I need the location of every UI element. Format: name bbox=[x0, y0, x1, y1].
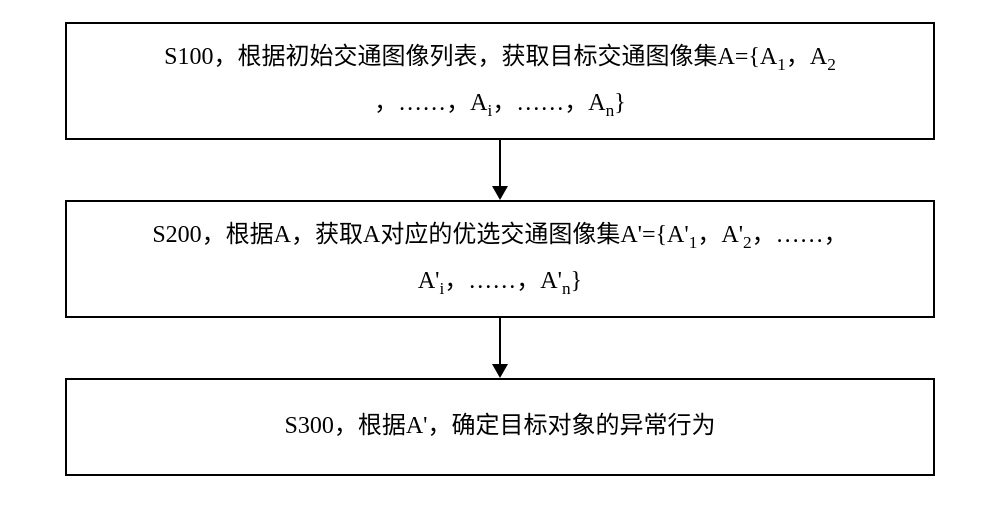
s200-l1-sub2: 2 bbox=[743, 233, 752, 252]
s100-l1-mid1: ，A bbox=[786, 44, 827, 70]
s200-l1-mid1: ，A' bbox=[697, 222, 743, 248]
flowchart-node-s300: S300，根据A'，确定目标对象的异常行为 bbox=[65, 378, 935, 476]
node-s300-content: S300，根据A'，确定目标对象的异常行为 bbox=[87, 404, 913, 450]
node-s200-content: S200，根据A，获取A对应的优选交通图像集A'={A'1，A'2，……， A'… bbox=[87, 213, 913, 304]
flowchart-node-s100: S100，根据初始交通图像列表，获取目标交通图像集A={A1，A2 ，……，Ai… bbox=[65, 22, 935, 140]
s200-l1-prefix: S200，根据A，获取A对应的优选交通图像集A'={A' bbox=[152, 222, 688, 248]
s100-l1-sub2: 2 bbox=[827, 55, 836, 74]
s100-l2-prefix: ，……，A bbox=[374, 90, 487, 116]
s200-l2-sub2: n bbox=[562, 279, 571, 298]
flowchart-canvas: S100，根据初始交通图像列表，获取目标交通图像集A={A1，A2 ，……，Ai… bbox=[0, 0, 1000, 510]
s100-l2-suffix: } bbox=[614, 90, 626, 116]
flowchart-node-s200: S200，根据A，获取A对应的优选交通图像集A'={A'1，A'2，……， A'… bbox=[65, 200, 935, 318]
s300-text: S300，根据A'，确定目标对象的异常行为 bbox=[284, 413, 715, 439]
s200-l2-suffix: } bbox=[571, 268, 583, 294]
node-s100-content: S100，根据初始交通图像列表，获取目标交通图像集A={A1，A2 ，……，Ai… bbox=[87, 35, 913, 126]
s100-l1-sub1: 1 bbox=[777, 55, 786, 74]
s200-l1-suffix: ，……， bbox=[752, 222, 848, 248]
s100-l2-sub2: n bbox=[606, 101, 615, 120]
s100-l2-mid1: ，……，A bbox=[492, 90, 605, 116]
s200-l2-prefix: A' bbox=[418, 268, 440, 294]
s100-l1-prefix: S100，根据初始交通图像列表，获取目标交通图像集A={A bbox=[164, 44, 777, 70]
s200-l2-mid1: ，……，A' bbox=[444, 268, 562, 294]
